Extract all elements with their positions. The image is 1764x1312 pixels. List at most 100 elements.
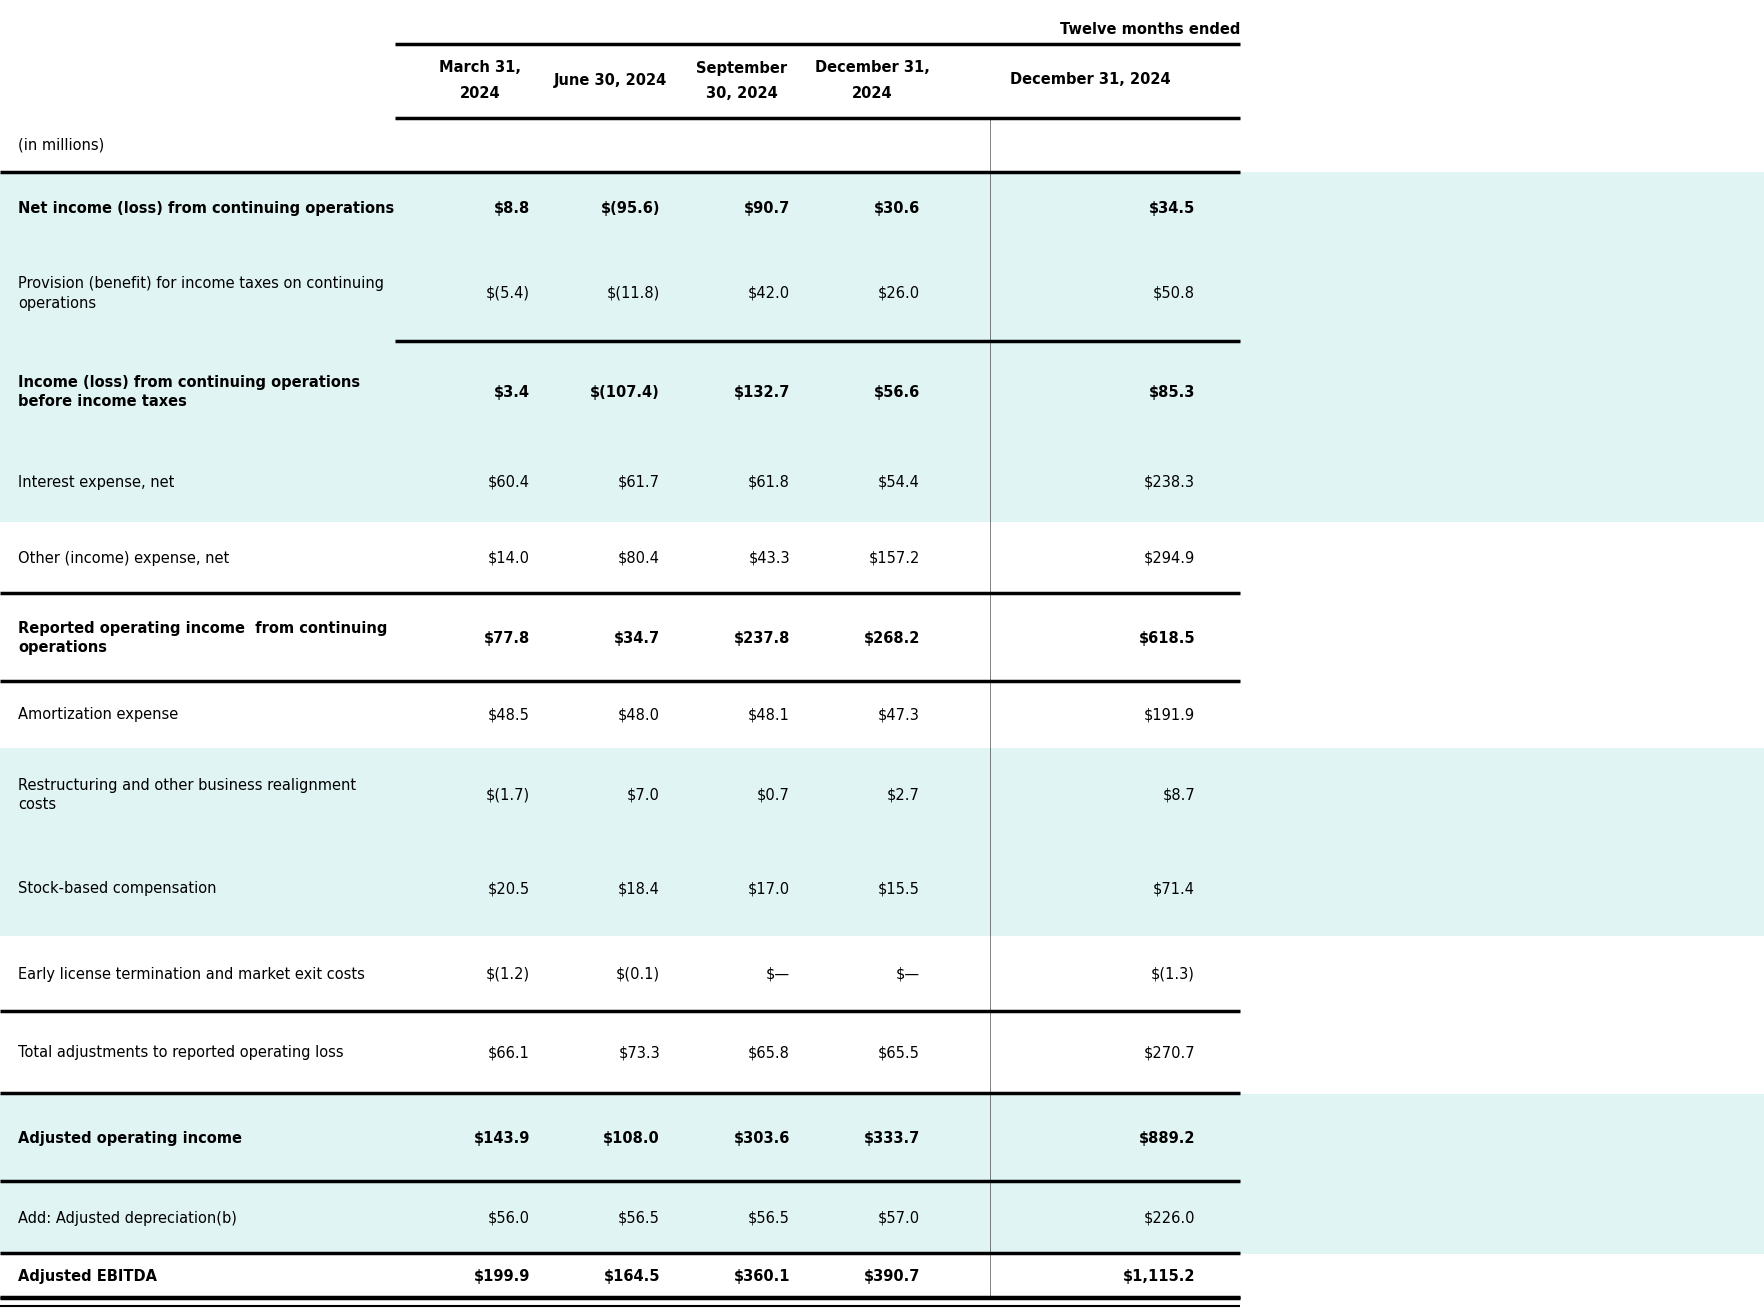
Text: $34.7: $34.7 xyxy=(614,631,660,646)
Bar xyxy=(0,1254,1764,1298)
Text: $8.7: $8.7 xyxy=(1161,787,1194,803)
Text: $7.0: $7.0 xyxy=(626,787,660,803)
Text: 30, 2024: 30, 2024 xyxy=(706,85,778,101)
Text: $(107.4): $(107.4) xyxy=(589,384,660,399)
Text: $73.3: $73.3 xyxy=(617,1046,660,1060)
Text: $34.5: $34.5 xyxy=(1148,201,1194,216)
Text: $1,115.2: $1,115.2 xyxy=(1122,1269,1194,1283)
Text: $15.5: $15.5 xyxy=(878,882,919,896)
Text: Twelve months ended: Twelve months ended xyxy=(1058,22,1240,37)
Text: $8.8: $8.8 xyxy=(494,201,529,216)
Text: $360.1: $360.1 xyxy=(734,1269,790,1283)
Text: $56.0: $56.0 xyxy=(487,1211,529,1225)
Text: $77.8: $77.8 xyxy=(483,631,529,646)
Text: Other (income) expense, net: Other (income) expense, net xyxy=(18,551,229,565)
Text: (in millions): (in millions) xyxy=(18,138,104,152)
Text: $108.0: $108.0 xyxy=(603,1131,660,1145)
Text: 2024: 2024 xyxy=(459,85,499,101)
Text: Adjusted operating income: Adjusted operating income xyxy=(18,1131,242,1145)
Text: $48.1: $48.1 xyxy=(748,707,790,723)
Text: $238.3: $238.3 xyxy=(1143,475,1194,489)
Text: Restructuring and other business realignment
costs: Restructuring and other business realign… xyxy=(18,778,356,812)
Text: $(11.8): $(11.8) xyxy=(607,286,660,300)
Text: $(1.3): $(1.3) xyxy=(1150,967,1194,981)
Text: $3.4: $3.4 xyxy=(494,384,529,399)
Text: $268.2: $268.2 xyxy=(863,631,919,646)
Text: $333.7: $333.7 xyxy=(863,1131,919,1145)
Text: Reported operating income  from continuing
operations: Reported operating income from continuin… xyxy=(18,621,386,655)
Text: $2.7: $2.7 xyxy=(887,787,919,803)
Text: $0.7: $0.7 xyxy=(757,787,790,803)
Text: Stock-based compensation: Stock-based compensation xyxy=(18,882,217,896)
Text: $303.6: $303.6 xyxy=(734,1131,790,1145)
Bar xyxy=(0,442,1764,522)
Text: $56.5: $56.5 xyxy=(748,1211,790,1225)
Bar xyxy=(0,594,1764,682)
Bar xyxy=(0,1012,1764,1094)
Bar xyxy=(0,522,1764,594)
Text: March 31,: March 31, xyxy=(439,60,520,76)
Text: $50.8: $50.8 xyxy=(1152,286,1194,300)
Text: June 30, 2024: June 30, 2024 xyxy=(554,72,667,88)
Text: $226.0: $226.0 xyxy=(1143,1211,1194,1225)
Text: $60.4: $60.4 xyxy=(487,475,529,489)
Text: $—: $— xyxy=(896,967,919,981)
Text: $26.0: $26.0 xyxy=(877,286,919,300)
Bar xyxy=(0,1182,1764,1254)
Bar xyxy=(0,748,1764,842)
Text: $56.5: $56.5 xyxy=(617,1211,660,1225)
Text: $80.4: $80.4 xyxy=(617,551,660,565)
Text: $889.2: $889.2 xyxy=(1138,1131,1194,1145)
Text: $65.5: $65.5 xyxy=(878,1046,919,1060)
Text: Amortization expense: Amortization expense xyxy=(18,707,178,723)
Text: $143.9: $143.9 xyxy=(473,1131,529,1145)
Bar xyxy=(0,342,1764,442)
Text: Provision (benefit) for income taxes on continuing
operations: Provision (benefit) for income taxes on … xyxy=(18,277,385,311)
Text: Total adjustments to reported operating loss: Total adjustments to reported operating … xyxy=(18,1046,344,1060)
Bar xyxy=(0,842,1764,935)
Text: $65.8: $65.8 xyxy=(748,1046,790,1060)
Text: $17.0: $17.0 xyxy=(748,882,790,896)
Text: $48.5: $48.5 xyxy=(489,707,529,723)
Text: $164.5: $164.5 xyxy=(603,1269,660,1283)
Text: Early license termination and market exit costs: Early license termination and market exi… xyxy=(18,967,365,981)
Bar xyxy=(0,172,1764,245)
Text: $61.7: $61.7 xyxy=(617,475,660,489)
Text: $30.6: $30.6 xyxy=(873,201,919,216)
Text: Add: Adjusted depreciation(b): Add: Adjusted depreciation(b) xyxy=(18,1211,236,1225)
Text: $191.9: $191.9 xyxy=(1143,707,1194,723)
Text: 2024: 2024 xyxy=(852,85,893,101)
Text: $390.7: $390.7 xyxy=(863,1269,919,1283)
Bar xyxy=(0,245,1764,342)
Text: $42.0: $42.0 xyxy=(748,286,790,300)
Bar xyxy=(0,1094,1764,1182)
Text: $132.7: $132.7 xyxy=(734,384,790,399)
Text: $618.5: $618.5 xyxy=(1138,631,1194,646)
Bar xyxy=(0,935,1764,1012)
Text: $43.3: $43.3 xyxy=(748,551,790,565)
Text: $14.0: $14.0 xyxy=(487,551,529,565)
Text: Adjusted EBITDA: Adjusted EBITDA xyxy=(18,1269,157,1283)
Text: $47.3: $47.3 xyxy=(878,707,919,723)
Text: Net income (loss) from continuing operations: Net income (loss) from continuing operat… xyxy=(18,201,393,216)
Text: $18.4: $18.4 xyxy=(617,882,660,896)
Text: $20.5: $20.5 xyxy=(487,882,529,896)
Text: $90.7: $90.7 xyxy=(743,201,790,216)
Text: $(5.4): $(5.4) xyxy=(485,286,529,300)
Text: $85.3: $85.3 xyxy=(1148,384,1194,399)
Text: December 31, 2024: December 31, 2024 xyxy=(1009,72,1170,88)
Text: September: September xyxy=(697,60,787,76)
Text: $237.8: $237.8 xyxy=(734,631,790,646)
Text: $61.8: $61.8 xyxy=(748,475,790,489)
Text: $71.4: $71.4 xyxy=(1152,882,1194,896)
Text: $66.1: $66.1 xyxy=(489,1046,529,1060)
Text: $270.7: $270.7 xyxy=(1143,1046,1194,1060)
Text: $(95.6): $(95.6) xyxy=(600,201,660,216)
Text: $48.0: $48.0 xyxy=(617,707,660,723)
Text: $57.0: $57.0 xyxy=(877,1211,919,1225)
Text: Interest expense, net: Interest expense, net xyxy=(18,475,175,489)
Text: $294.9: $294.9 xyxy=(1143,551,1194,565)
Text: $(0.1): $(0.1) xyxy=(616,967,660,981)
Text: $54.4: $54.4 xyxy=(878,475,919,489)
Text: $(1.2): $(1.2) xyxy=(485,967,529,981)
